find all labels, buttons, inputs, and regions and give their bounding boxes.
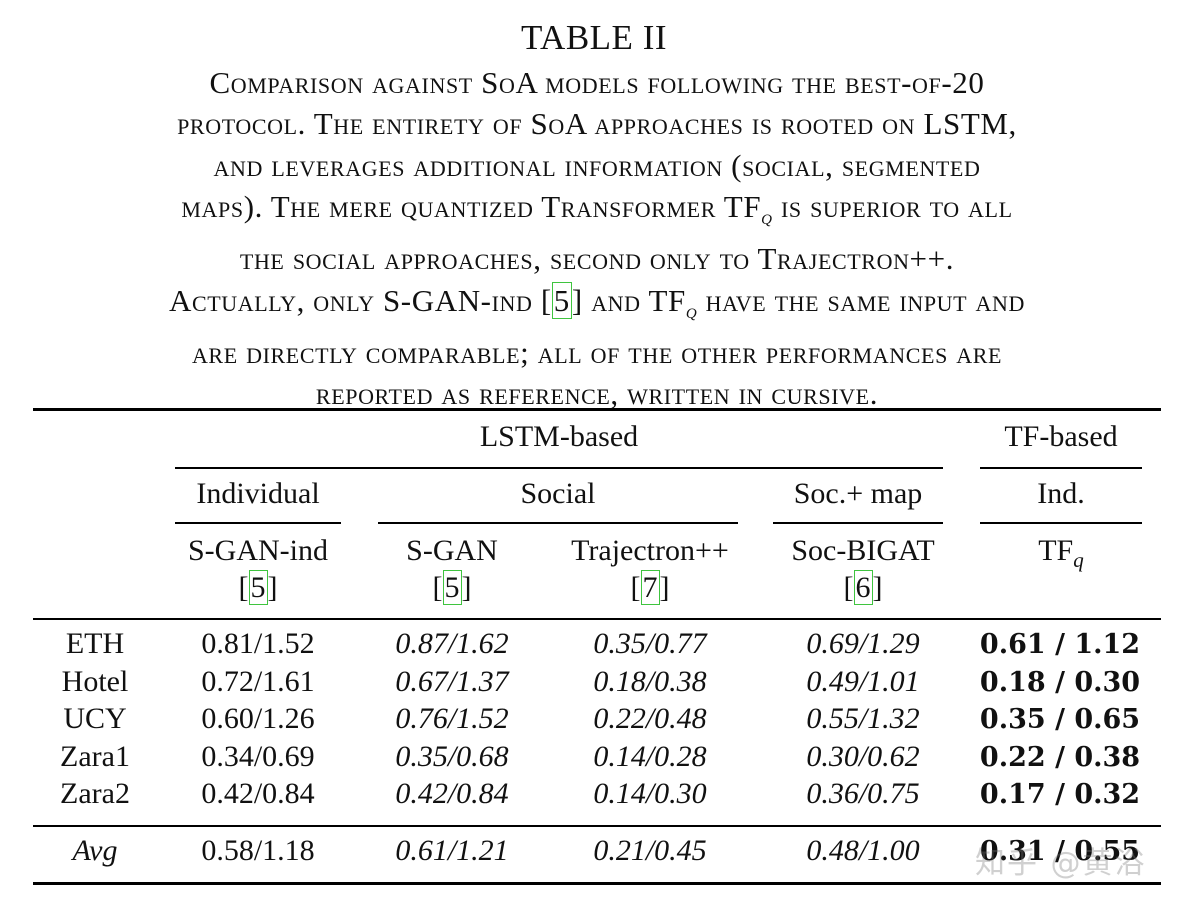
caption-line-4: maps). The mere quantized Transformer TF…	[181, 188, 1013, 230]
cell-trajectron: 0.35/0.77	[593, 627, 707, 660]
cell-soc-bigat: 0.48/1.00	[806, 834, 920, 867]
cell-tfq: 0.61 / 1.12	[979, 629, 1141, 660]
table-title: TABLE II	[520, 18, 668, 57]
row-label: ETH	[65, 627, 125, 660]
cell-trajectron: 0.21/0.45	[593, 834, 707, 867]
individual-rule	[175, 522, 341, 524]
cell-soc-bigat: 0.36/0.75	[806, 777, 920, 810]
lstm-group-rule	[175, 467, 943, 469]
header-social: Social	[520, 477, 596, 510]
citation-link[interactable]: 5	[248, 570, 268, 605]
header-individual: Individual	[196, 477, 320, 510]
cell-trajectron: 0.14/0.30	[593, 777, 707, 810]
caption-line-7: are directly comparable; all of the othe…	[191, 335, 1003, 371]
citation-link[interactable]: 7	[640, 570, 660, 605]
model-tfq: TFq	[1038, 534, 1084, 572]
cell-sgan-ind: 0.34/0.69	[201, 740, 315, 773]
cell-soc-bigat: 0.30/0.62	[806, 740, 920, 773]
ind-rule	[980, 522, 1142, 524]
cell-sgan: 0.76/1.52	[395, 702, 509, 735]
cell-tfq: 0.17 / 0.32	[979, 779, 1141, 810]
top-rule	[33, 408, 1161, 411]
header-socmap: Soc.+ map	[793, 477, 923, 510]
model-soc-bigat: Soc-BIGAT [6]	[791, 534, 935, 605]
cell-tfq: 0.18 / 0.30	[979, 667, 1141, 698]
cell-soc-bigat: 0.55/1.32	[806, 702, 920, 735]
cell-sgan-ind: 0.81/1.52	[201, 627, 315, 660]
model-sgan-ind: S-GAN-ind [5]	[188, 534, 328, 605]
cell-sgan: 0.35/0.68	[395, 740, 509, 773]
cell-sgan-ind: 0.58/1.18	[201, 834, 315, 867]
header-lstm-based: LSTM-based	[479, 420, 639, 453]
cell-sgan-ind: 0.60/1.26	[201, 702, 315, 735]
caption-line-6: Actually, only S-GAN-ind [5] and TFq hav…	[168, 281, 1026, 323]
cell-trajectron: 0.14/0.28	[593, 740, 707, 773]
tf-group-rule	[980, 467, 1142, 469]
cell-trajectron: 0.18/0.38	[593, 665, 707, 698]
cell-sgan: 0.87/1.62	[395, 627, 509, 660]
caption-line-5: the social approaches, second only to Tr…	[239, 241, 955, 277]
citation-link[interactable]: 6	[853, 570, 873, 605]
header-rule	[33, 618, 1161, 620]
cell-trajectron: 0.22/0.48	[593, 702, 707, 735]
caption-line-8: reported as reference, written in cursiv…	[315, 376, 879, 412]
caption-line-3: and leverages additional information (so…	[213, 147, 981, 183]
row-label-avg: Avg	[72, 834, 118, 867]
cell-sgan-ind: 0.42/0.84	[201, 777, 315, 810]
avg-rule	[33, 825, 1161, 827]
cell-sgan: 0.67/1.37	[395, 665, 509, 698]
cell-sgan: 0.61/1.21	[395, 834, 509, 867]
header-ind: Ind.	[1037, 477, 1085, 510]
caption-line-1: Comparison against SoA models following …	[209, 65, 985, 100]
cell-soc-bigat: 0.69/1.29	[806, 627, 920, 660]
cell-soc-bigat: 0.49/1.01	[806, 665, 920, 698]
social-rule	[378, 522, 738, 524]
table-caption: Comparison against SoA models following …	[34, 62, 1160, 415]
header-tf-based: TF-based	[1004, 420, 1118, 453]
bottom-rule	[33, 882, 1161, 885]
model-sgan: S-GAN [5]	[406, 534, 498, 605]
watermark: 知乎 @黄浴	[975, 846, 1147, 881]
caption-line-2: protocol. The entirety of SoA approaches…	[177, 106, 1017, 142]
cell-sgan-ind: 0.72/1.61	[201, 665, 315, 698]
row-label: UCY	[63, 702, 127, 735]
row-label: Hotel	[61, 665, 129, 698]
cell-tfq: 0.35 / 0.65	[979, 704, 1141, 735]
cell-tfq: 0.31 / 0.55	[979, 836, 1141, 867]
cell-tfq: 0.22 / 0.38	[979, 742, 1141, 773]
citation-link[interactable]: 5	[442, 570, 462, 605]
cell-sgan: 0.42/0.84	[395, 777, 509, 810]
model-trajectron: Trajectron++ [7]	[571, 534, 729, 605]
row-label: Zara1	[60, 740, 130, 773]
citation-link[interactable]: 5	[551, 281, 572, 319]
row-label: Zara2	[60, 777, 130, 810]
socmap-rule	[773, 522, 943, 524]
